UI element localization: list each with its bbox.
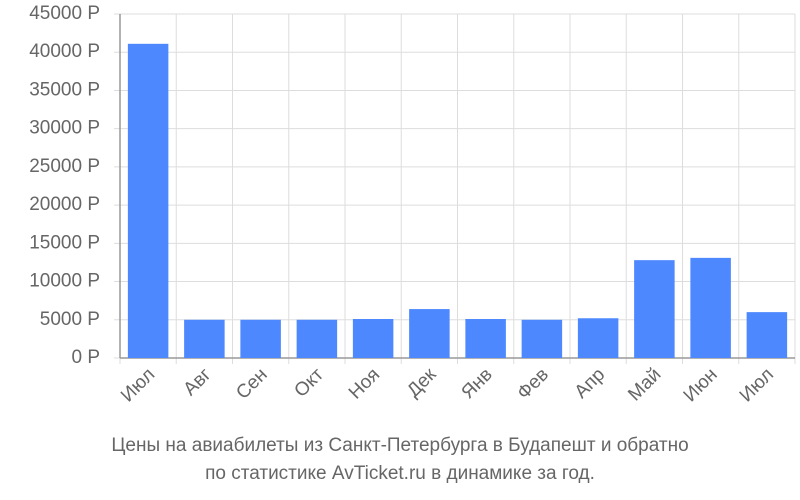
- bar: [240, 319, 281, 358]
- bar: [352, 319, 394, 358]
- y-tick-label: 40000 Р: [29, 41, 100, 62]
- y-tick-label: 35000 Р: [29, 79, 100, 100]
- y-tick-label: 0 Р: [71, 347, 100, 368]
- x-tick-label: Окт: [290, 364, 328, 402]
- y-tick-label: 15000 Р: [29, 232, 100, 253]
- x-tick-label: Июл: [117, 364, 159, 406]
- y-tick-label: 30000 Р: [29, 118, 100, 139]
- bar: [296, 319, 338, 358]
- bar: [746, 312, 788, 358]
- bar: [577, 318, 619, 358]
- x-tick-label: Сен: [232, 364, 271, 403]
- bar: [184, 319, 225, 358]
- x-tick-label: Авг: [180, 364, 216, 400]
- bar: [634, 260, 675, 358]
- x-tick-label: Ноя: [345, 364, 384, 403]
- x-tick-label: Дек: [403, 364, 441, 402]
- chart-title: Цены на авиабилеты из Санкт-Петербурга в…: [111, 435, 688, 456]
- x-tick-label: Июн: [680, 364, 722, 406]
- y-tick-label: 20000 Р: [29, 194, 100, 215]
- y-tick-label: 5000 Р: [40, 309, 100, 330]
- bar: [465, 319, 506, 358]
- bar: [521, 319, 563, 358]
- chart-subtitle: по статистике AvTicket.ru в динамике за …: [205, 463, 595, 484]
- x-tick-label: Янв: [458, 364, 497, 403]
- x-tick-label: Июл: [736, 364, 778, 406]
- bar: [127, 43, 169, 359]
- bar: [409, 309, 450, 358]
- y-tick-label: 25000 Р: [29, 156, 100, 177]
- x-tick-label: Фев: [513, 364, 553, 404]
- x-tick-label: Апр: [571, 364, 610, 403]
- x-tick-label: Май: [624, 364, 665, 405]
- bar: [690, 257, 731, 358]
- y-tick-label: 45000 Р: [29, 3, 100, 24]
- y-tick-label: 10000 Р: [29, 271, 100, 292]
